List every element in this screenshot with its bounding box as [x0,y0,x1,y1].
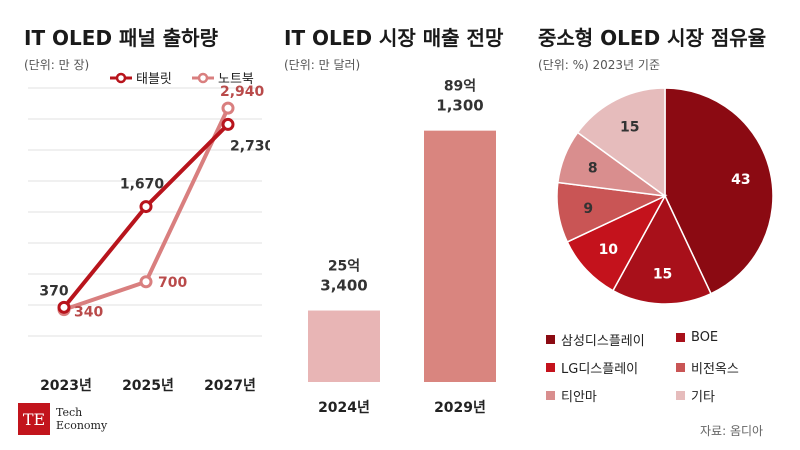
data-point [139,200,153,214]
data-label-tablet-2025: 1,670 [120,177,165,193]
legend-swatch [676,391,685,400]
legend-swatch [676,333,685,342]
x-tick-label: 2024년 [318,400,370,416]
legend-swatch [676,363,685,372]
data-label-notebook-2023: 340 [74,305,103,321]
legend-swatch [546,335,555,344]
brand-logo: TE Tech Economy [18,403,107,435]
bar-label-top: 89억 [444,79,476,95]
pie-chart: 43 15 10 9 8 15 [556,87,774,305]
legend-item: LG디스플레이 [546,358,638,377]
data-label-notebook-2025: 700 [158,275,187,291]
pie-chart-unit: (단위: %) 2023년 기준 [538,58,660,72]
x-tick-label: 2029년 [434,400,486,416]
pie-slice-5 [576,87,666,198]
legend-item: 삼성디스플레이 [546,330,645,349]
pie-label-2: 10 [599,242,619,258]
data-point [139,275,153,289]
brand-name-line2: Economy [56,419,108,432]
pie-chart-title: 중소형 OLED 시장 점유율 [538,26,767,50]
data-point [57,300,71,314]
legend-marker [197,72,209,84]
pie-slice-1 [611,194,712,305]
legend-item: 비전옥스 [676,358,739,377]
legend-item: 티안마 [546,386,597,405]
data-label-tablet-2023: 370 [39,283,68,299]
bar-chart-title: IT OLED 시장 매출 전망 [284,26,504,50]
pie-label-5: 15 [620,120,639,136]
source-note: 자료: 옴디아 [700,424,764,438]
line-chart: 태블릿 노트북 370 1,670 2,730 340 700 2,940 2023년 2025년… [28,72,270,394]
legend-label: LG디스플레이 [561,362,639,377]
bar-label-bottom: 1,300 [436,97,483,115]
bar-chart-unit: (단위: 만 달러) [284,58,361,72]
pie-label-3: 9 [583,201,593,217]
x-tick-label: 2027년 [204,378,256,394]
data-label-tablet-2027: 2,730 [230,138,270,154]
x-tick-label: 2023년 [40,378,92,394]
legend-item: 기타 [676,386,715,405]
pie-slice-0 [664,87,774,295]
legend-label-1: 노트북 [218,72,254,87]
x-tick-label: 2025년 [122,378,174,394]
legend-label: 삼성디스플레이 [561,334,645,349]
legend-label: 기타 [691,390,715,405]
data-point [221,117,235,131]
line-chart-unit: (단위: 만 장) [24,58,90,72]
legend-item: BOE [676,330,718,345]
legend-swatch [546,363,555,372]
legend-marker [115,72,127,84]
data-point [221,101,235,115]
legend-label: BOE [691,330,719,345]
bar-2029년 [424,130,496,382]
bar-label-top: 25억 [328,259,360,275]
bar-2024년 [308,310,380,382]
bar-label-bottom: 3,400 [320,277,367,295]
legend-label: 비전옥스 [691,362,739,377]
legend-swatch [546,391,555,400]
legend-label: 티안마 [561,390,597,405]
pie-label-4: 8 [588,160,598,176]
brand-name-line1: Tech [56,406,83,419]
pie-label-1: 15 [653,267,672,283]
line-chart-title: IT OLED 패널 출하량 [24,26,218,50]
bar-chart: 25억 3,400 2024년 89억 1,300 2029년 [308,79,496,416]
pie-label-0: 43 [731,172,750,188]
legend-label-0: 태블릿 [136,72,172,87]
te-logo-icon: TE [18,403,50,435]
data-label-notebook-2027: 2,940 [220,84,265,100]
